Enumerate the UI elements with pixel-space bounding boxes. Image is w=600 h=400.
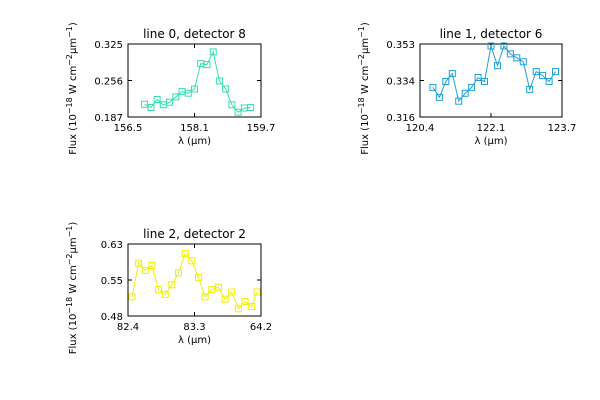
data-point xyxy=(247,104,255,111)
data-point xyxy=(153,96,161,103)
data-point xyxy=(203,61,211,69)
data-point xyxy=(214,283,222,291)
data-point xyxy=(228,101,236,109)
data-point xyxy=(519,58,527,66)
data-point xyxy=(195,274,202,282)
y-tick-label: 0.48 xyxy=(101,312,123,323)
y-tick-label: 0.316 xyxy=(386,113,415,124)
data-point xyxy=(248,302,256,310)
y-tick-label: 0.256 xyxy=(94,77,123,88)
data-point xyxy=(253,288,261,296)
x-tick-label: 122.1 xyxy=(477,123,506,134)
y-axis-label: Flux (10−18 W cm−2μm−1) xyxy=(65,222,79,355)
data-point xyxy=(175,269,182,277)
data-point xyxy=(148,262,156,270)
data-point xyxy=(209,48,217,56)
x-tick-label: 158.1 xyxy=(180,123,209,134)
chart-title: line 0, detector 8 xyxy=(143,27,246,41)
series-line xyxy=(144,50,251,113)
data-point xyxy=(184,89,192,97)
y-tick-label: 0.55 xyxy=(101,276,123,287)
y-tick-label: 0.334 xyxy=(386,77,415,88)
x-axis-label: λ (μm) xyxy=(474,136,507,147)
chart-panel-0: line 0, detector 8 156.5 158.1 159.7 0.187 0.… xyxy=(65,22,275,155)
x-tick-label: 123.7 xyxy=(548,123,577,134)
data-point xyxy=(141,266,149,274)
data-point xyxy=(474,74,482,81)
x-tick-label: 82.4 xyxy=(117,322,139,333)
data-point xyxy=(201,293,209,301)
data-point xyxy=(188,257,196,265)
chart-title: line 2, detector 2 xyxy=(143,227,246,241)
x-axis-label: λ (μm) xyxy=(178,136,211,147)
x-tick-label: 159.7 xyxy=(247,123,276,134)
data-point xyxy=(429,83,437,91)
data-point xyxy=(168,281,176,289)
data-point xyxy=(545,78,553,85)
data-point xyxy=(166,98,174,106)
data-point xyxy=(468,83,476,91)
y-tick-label: 0.63 xyxy=(101,240,123,251)
data-point xyxy=(128,293,136,301)
data-point xyxy=(241,298,249,306)
data-point xyxy=(532,68,540,76)
data-point xyxy=(161,290,169,298)
data-point xyxy=(222,85,230,93)
data-point xyxy=(191,85,198,93)
plot-frame xyxy=(419,43,563,118)
x-tick-label: 83.3 xyxy=(183,322,205,333)
data-point xyxy=(181,250,189,258)
data-point xyxy=(221,295,229,303)
data-point xyxy=(481,78,488,85)
data-point xyxy=(494,62,501,70)
series-line xyxy=(432,44,556,103)
data-point xyxy=(435,93,443,101)
data-point xyxy=(234,305,242,313)
data-point xyxy=(135,259,143,267)
data-point xyxy=(506,50,514,58)
data-point xyxy=(500,42,508,50)
data-point xyxy=(513,54,521,62)
data-point xyxy=(442,78,450,85)
data-point xyxy=(487,42,495,50)
data-point xyxy=(539,72,547,80)
y-tick-label: 0.187 xyxy=(94,113,123,124)
y-tick-label: 0.353 xyxy=(386,40,415,51)
data-point xyxy=(208,286,216,294)
data-point xyxy=(155,286,163,294)
chart-panel-1: line 1, detector 6 120.4 122.1 123.7 0.316 0.… xyxy=(357,22,576,155)
data-point xyxy=(552,68,559,76)
chart-panel-2: line 2, detector 2 82.4 83.3 64.2 0.48 0.55 0.… xyxy=(65,222,272,355)
chart-title: line 1, detector 6 xyxy=(440,27,543,41)
data-point xyxy=(215,77,223,85)
data-point xyxy=(455,97,463,105)
data-point xyxy=(461,89,469,97)
data-point xyxy=(228,288,236,296)
x-tick-label: 120.4 xyxy=(406,123,435,134)
x-tick-label: 64.2 xyxy=(250,322,272,333)
y-axis-label: Flux (10−18 W cm−2μm−1) xyxy=(65,22,79,155)
data-point xyxy=(172,93,180,101)
x-axis-label: λ (μm) xyxy=(178,335,211,346)
data-point xyxy=(147,104,155,111)
y-axis-label: Flux (10−18 W cm−2μm−1) xyxy=(357,22,371,155)
data-point xyxy=(526,85,534,93)
data-point xyxy=(234,108,242,116)
data-point xyxy=(448,70,456,78)
y-tick-label: 0.325 xyxy=(94,40,123,51)
x-tick-label: 156.5 xyxy=(114,123,143,134)
